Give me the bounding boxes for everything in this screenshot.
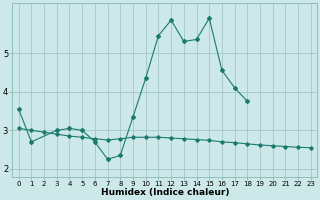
X-axis label: Humidex (Indice chaleur): Humidex (Indice chaleur) bbox=[100, 188, 229, 197]
